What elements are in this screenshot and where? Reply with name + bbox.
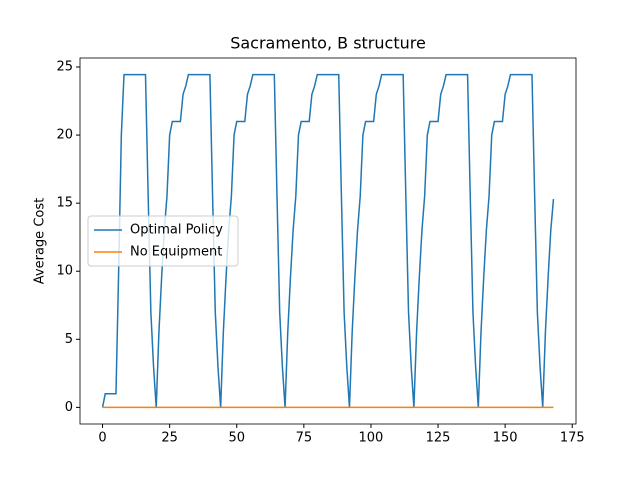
x-tick-label: 175 [560,431,585,446]
x-tick-label: 150 [493,431,518,446]
legend-box [87,215,239,267]
chart-title: Sacramento, B structure [230,34,426,53]
y-tick-label: 10 [56,264,73,279]
y-tick-label: 0 [65,400,73,415]
x-tick-label: 125 [426,431,451,446]
x-tick-label: 50 [228,431,245,446]
y-tick-label: 25 [56,59,73,74]
plot-frame [79,57,577,425]
x-tick-label: 100 [359,431,384,446]
y-axis-label: Average Cost [33,198,48,284]
legend-label: Optimal Policy [130,223,223,238]
x-tick-label: 25 [161,431,178,446]
y-tick-label: 15 [56,196,73,211]
x-tick-label: 0 [98,431,106,446]
y-tick-label: 5 [65,332,73,347]
y-tick-label: 20 [56,128,73,143]
legend-label: No Equipment [130,245,222,260]
x-tick-label: 75 [296,431,313,446]
